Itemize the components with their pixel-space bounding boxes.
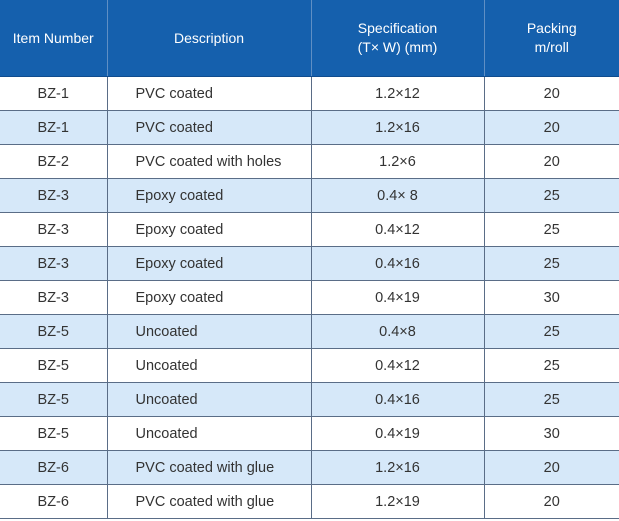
- table-row: BZ-5 Uncoated 0.4×8 25: [0, 314, 619, 349]
- cell-item-number: BZ-1: [0, 76, 108, 111]
- header-description: Description: [107, 0, 312, 77]
- table-row: BZ-5 Uncoated 0.4×19 30: [0, 416, 619, 451]
- table-row: BZ-2 PVC coated with holes 1.2×6 20: [0, 144, 619, 179]
- table-row: BZ-1 PVC coated 1.2×12 20: [0, 76, 619, 111]
- cell-specification: 0.4×19: [311, 280, 485, 315]
- cell-item-number: BZ-5: [0, 416, 108, 451]
- cell-description: Epoxy coated: [107, 280, 312, 315]
- header-packing: Packing m/roll: [484, 0, 619, 77]
- cell-description: Uncoated: [107, 382, 312, 417]
- cell-item-number: BZ-3: [0, 212, 108, 247]
- cell-specification: 0.4×12: [311, 212, 485, 247]
- cell-item-number: BZ-5: [0, 348, 108, 383]
- header-packing-unit: m/roll: [534, 39, 569, 55]
- cell-specification: 1.2×16: [311, 110, 485, 145]
- cell-item-number: BZ-1: [0, 110, 108, 145]
- header-row: Item Number Description Specification (T…: [0, 0, 619, 77]
- table-row: BZ-3 Epoxy coated 0.4× 8 25: [0, 178, 619, 213]
- header-specification-unit: (T× W) (mm): [357, 39, 438, 55]
- cell-specification: 1.2×12: [311, 76, 485, 111]
- cell-packing: 25: [484, 212, 619, 247]
- cell-specification: 0.4×16: [311, 382, 485, 417]
- cell-description: PVC coated: [107, 76, 312, 111]
- table-header: Item Number Description Specification (T…: [0, 0, 619, 77]
- cell-description: Epoxy coated: [107, 178, 312, 213]
- cell-description: Uncoated: [107, 348, 312, 383]
- header-item-number-label: Item Number: [12, 29, 94, 46]
- cell-packing: 20: [484, 144, 619, 179]
- cell-description: PVC coated with holes: [107, 144, 312, 179]
- table-row: BZ-5 Uncoated 0.4×16 25: [0, 382, 619, 417]
- table-row: BZ-3 Epoxy coated 0.4×19 30: [0, 280, 619, 315]
- cell-packing: 30: [484, 416, 619, 451]
- table-body: BZ-1 PVC coated 1.2×12 20 BZ-1 PVC coated 1.2×…: [0, 76, 619, 519]
- table-row: BZ-1 PVC coated 1.2×16 20: [0, 110, 619, 145]
- header-packing-label: Packing: [526, 20, 577, 36]
- cell-packing: 20: [484, 450, 619, 485]
- header-specification-label: Specification: [357, 20, 438, 36]
- cell-description: Epoxy coated: [107, 246, 312, 281]
- cell-packing: 30: [484, 280, 619, 315]
- cell-description: PVC coated with glue: [107, 484, 312, 519]
- cell-packing: 25: [484, 246, 619, 281]
- cell-description: Uncoated: [107, 416, 312, 451]
- cell-description: PVC coated: [107, 110, 312, 145]
- cell-packing: 25: [484, 382, 619, 417]
- cell-packing: 20: [484, 110, 619, 145]
- cell-specification: 0.4× 8: [311, 178, 485, 213]
- table-row: BZ-3 Epoxy coated 0.4×12 25: [0, 212, 619, 247]
- cell-specification: 1.2×6: [311, 144, 485, 179]
- cell-specification: 1.2×16: [311, 450, 485, 485]
- cell-packing: 25: [484, 314, 619, 349]
- cell-specification: 0.4×12: [311, 348, 485, 383]
- table-row: BZ-6 PVC coated with glue 1.2×16 20: [0, 450, 619, 485]
- cell-description: Uncoated: [107, 314, 312, 349]
- header-specification: Specification (T× W) (mm): [311, 0, 485, 77]
- cell-specification: 0.4×8: [311, 314, 485, 349]
- header-description-label: Description: [173, 29, 245, 46]
- cell-packing: 25: [484, 178, 619, 213]
- cell-specification: 1.2×19: [311, 484, 485, 519]
- cell-item-number: BZ-6: [0, 450, 108, 485]
- cell-description: Epoxy coated: [107, 212, 312, 247]
- cell-packing: 25: [484, 348, 619, 383]
- cell-specification: 0.4×19: [311, 416, 485, 451]
- cell-item-number: BZ-2: [0, 144, 108, 179]
- table-row: BZ-5 Uncoated 0.4×12 25: [0, 348, 619, 383]
- cell-item-number: BZ-6: [0, 484, 108, 519]
- cell-item-number: BZ-3: [0, 280, 108, 315]
- cell-item-number: BZ-5: [0, 314, 108, 349]
- cell-item-number: BZ-3: [0, 178, 108, 213]
- cell-item-number: BZ-3: [0, 246, 108, 281]
- cell-item-number: BZ-5: [0, 382, 108, 417]
- table-row: BZ-3 Epoxy coated 0.4×16 25: [0, 246, 619, 281]
- header-item-number: Item Number: [0, 0, 108, 77]
- table-row: BZ-6 PVC coated with glue 1.2×19 20: [0, 484, 619, 519]
- cell-packing: 20: [484, 76, 619, 111]
- cell-specification: 0.4×16: [311, 246, 485, 281]
- cell-packing: 20: [484, 484, 619, 519]
- cell-description: PVC coated with glue: [107, 450, 312, 485]
